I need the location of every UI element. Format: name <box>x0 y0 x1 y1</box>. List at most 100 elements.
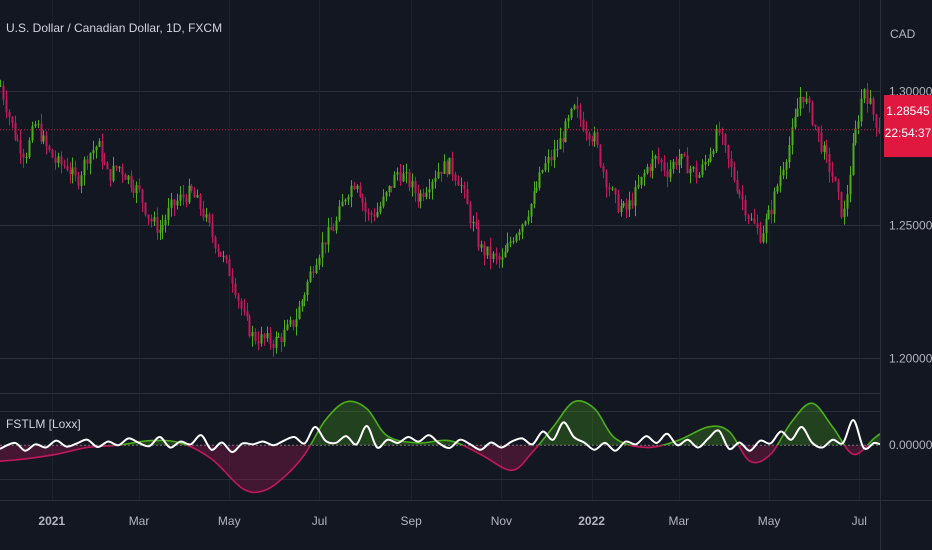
candle-body <box>846 194 849 209</box>
candle-body <box>283 329 286 342</box>
candle-body <box>106 162 109 170</box>
fstlm-line <box>0 419 881 454</box>
candle-body <box>124 174 127 180</box>
indicator-tick-label: 0.00000 <box>889 438 932 452</box>
candle-body <box>353 185 356 190</box>
candle-body <box>562 138 565 143</box>
candle-body <box>306 281 309 295</box>
price-pane[interactable] <box>0 79 881 357</box>
candle-body <box>83 159 86 176</box>
candle-body <box>437 171 440 179</box>
candle-body <box>585 130 588 134</box>
time-tick-label: 2022 <box>578 514 605 528</box>
candle-body <box>132 187 135 194</box>
last-price-badge: 1.28545 22:54:37 <box>884 95 932 157</box>
candle-body <box>579 109 582 120</box>
symbol-legend[interactable]: U.S. Dollar / Canadian Dollar, 1D, FXCM <box>6 21 223 35</box>
candle-body <box>533 191 536 204</box>
candle-body <box>385 192 388 197</box>
candle-body <box>231 276 234 284</box>
candle-body <box>246 311 249 317</box>
candle-body <box>8 112 11 117</box>
candle-body <box>312 271 315 274</box>
candle-body <box>199 195 202 209</box>
candle-body <box>773 191 776 215</box>
candle-body <box>747 215 750 219</box>
time-tick-label: May <box>218 514 241 528</box>
candle-body <box>837 181 840 192</box>
candle-body <box>640 176 643 185</box>
candle-body <box>14 122 17 140</box>
candle-body <box>411 180 414 188</box>
candle-body <box>770 209 773 215</box>
candle-body <box>617 194 620 212</box>
candle-body <box>854 128 857 144</box>
candle-body <box>275 336 278 348</box>
candle-body <box>356 185 359 190</box>
candle-body <box>173 199 176 206</box>
candle-body <box>164 219 167 226</box>
candle-body <box>417 193 420 202</box>
candle-body <box>109 169 112 181</box>
time-tick-label: May <box>758 514 781 528</box>
candle-body <box>721 132 724 135</box>
candle-body <box>11 116 14 123</box>
candle-body <box>185 197 188 203</box>
candle-body <box>834 176 837 182</box>
candle-body <box>257 341 260 344</box>
candle-body <box>219 251 222 257</box>
candle-body <box>217 248 220 252</box>
indicator-pane[interactable] <box>0 399 881 494</box>
candle-body <box>794 116 797 128</box>
candle-body <box>596 132 599 146</box>
candle-body <box>193 190 196 198</box>
candle-body <box>611 188 614 190</box>
candle-body <box>42 135 45 142</box>
candle-body <box>156 217 159 233</box>
candle-body <box>451 157 454 175</box>
candle-body <box>228 259 231 277</box>
time-axis[interactable]: 2021 Mar May Jul Sep Nov 2022 Mar May Jul <box>38 514 867 528</box>
candle-body <box>591 139 594 142</box>
candle-body <box>448 157 451 175</box>
candle-body <box>796 108 799 117</box>
candle-body <box>660 159 663 163</box>
candle-body <box>147 214 150 219</box>
candle-body <box>852 143 855 175</box>
candle-body <box>535 187 538 192</box>
candle-body <box>338 206 341 221</box>
candle-body <box>695 167 698 178</box>
candle-body <box>567 117 570 122</box>
positive-fill <box>0 400 880 446</box>
candle-body <box>408 172 411 188</box>
candle-body <box>820 132 823 152</box>
candle-body <box>634 187 637 206</box>
candle-body <box>159 229 162 233</box>
time-tick-label: Mar <box>669 514 690 528</box>
candle-body <box>335 220 338 231</box>
candle-body <box>405 172 408 174</box>
candle-body <box>701 164 704 175</box>
candle-body <box>582 119 585 131</box>
candle-body <box>489 246 492 259</box>
candle-body <box>521 224 524 232</box>
candle-body <box>472 221 475 224</box>
candle-body <box>454 174 457 181</box>
time-tick-label: Nov <box>491 514 512 528</box>
candle-body <box>341 201 344 207</box>
candle-body <box>573 105 576 109</box>
indicator-legend[interactable]: FSTLM [Loxx] <box>6 417 81 431</box>
candle-body <box>544 163 547 171</box>
candle-body <box>686 155 689 174</box>
candle-body <box>518 231 521 236</box>
candle-body <box>750 218 753 220</box>
candle-body <box>440 171 443 174</box>
candle-body <box>350 185 353 198</box>
candle-body <box>80 175 83 186</box>
candle-body <box>367 212 370 214</box>
candle-body <box>625 202 628 210</box>
candle-body <box>718 129 721 133</box>
candle-body <box>765 218 768 234</box>
